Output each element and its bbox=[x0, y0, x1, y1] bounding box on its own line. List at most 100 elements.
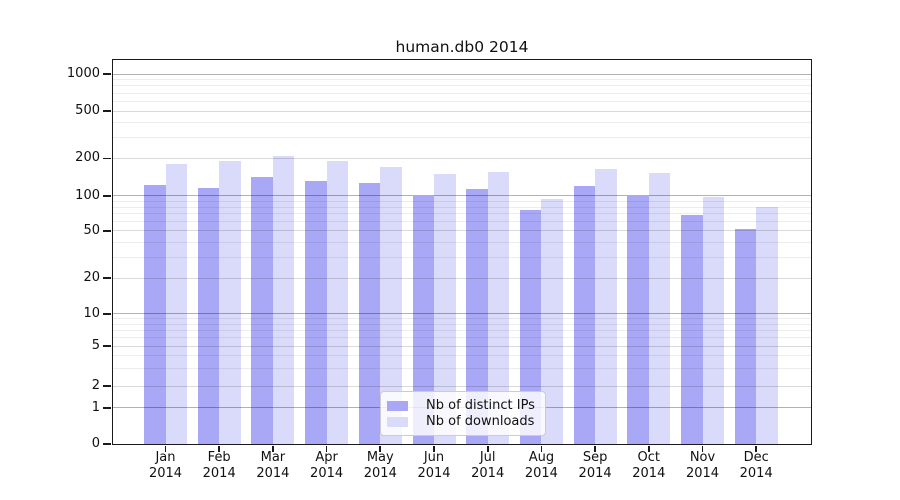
gridline-300 bbox=[113, 137, 811, 138]
x-tick-mark-jan bbox=[164, 446, 167, 452]
gridline-50 bbox=[113, 230, 811, 232]
bar-sep-downloads bbox=[595, 168, 617, 444]
gridline-3 bbox=[113, 367, 811, 369]
bar-feb-ips bbox=[197, 187, 220, 444]
x-tick-label-dec: Dec 2014 bbox=[739, 450, 773, 481]
bar-oct-ips bbox=[627, 195, 649, 444]
bar-apr-ips bbox=[305, 180, 327, 444]
y-tick-mark-500 bbox=[103, 110, 111, 112]
bar-feb-downloads bbox=[219, 161, 241, 444]
x-tick-mark-mar bbox=[272, 446, 274, 452]
bar-jul-ips bbox=[466, 189, 488, 444]
x-tick-label-nov: Nov 2014 bbox=[685, 450, 720, 481]
gridline-10 bbox=[113, 313, 811, 315]
bar-oct-downloads bbox=[648, 173, 671, 444]
y-tick-label-50: 50 bbox=[83, 222, 100, 238]
gridline-2 bbox=[113, 385, 811, 387]
x-tick-label-oct: Oct 2014 bbox=[632, 450, 666, 481]
x-tick-mark-jun bbox=[433, 446, 435, 452]
y-tick-label-2: 2 bbox=[91, 378, 100, 394]
gridline-700 bbox=[113, 92, 811, 94]
y-tick-label-1000: 1000 bbox=[66, 66, 100, 82]
gridline-500 bbox=[113, 110, 811, 112]
bar-aug-downloads bbox=[541, 199, 563, 444]
x-tick-mark-jul bbox=[486, 446, 489, 452]
bar-dec-downloads bbox=[756, 206, 778, 444]
gridline-100 bbox=[113, 195, 811, 197]
y-tick-mark-1 bbox=[103, 407, 111, 409]
y-tick-label-5: 5 bbox=[91, 338, 100, 354]
gridline-80 bbox=[113, 206, 811, 208]
legend-swatch-downloads bbox=[387, 416, 408, 427]
legend: Nb of distinct IPs Nb of downloads bbox=[380, 391, 546, 436]
plot-area: Nb of distinct IPs Nb of downloads bbox=[112, 59, 812, 445]
chart-title: human.db0 2014 bbox=[395, 38, 529, 56]
x-tick-mark-aug bbox=[540, 446, 543, 452]
x-tick-label-apr: Apr 2014 bbox=[310, 450, 344, 481]
x-tick-mark-may bbox=[379, 446, 382, 452]
x-tick-mark-feb bbox=[218, 446, 221, 452]
y-tick-mark-200 bbox=[103, 157, 111, 160]
x-tick-label-mar: Mar 2014 bbox=[256, 450, 290, 481]
x-tick-label-may: May 2014 bbox=[363, 450, 397, 481]
x-tick-label-feb: Feb 2014 bbox=[202, 450, 236, 481]
bar-jan-downloads bbox=[165, 164, 187, 444]
y-tick-label-200: 200 bbox=[75, 150, 100, 166]
gridline-70 bbox=[113, 213, 811, 215]
y-tick-label-500: 500 bbox=[75, 103, 100, 119]
x-tick-label-jan: Jan 2014 bbox=[148, 450, 183, 481]
bar-jul-downloads bbox=[487, 171, 510, 444]
y-tick-label-0: 0 bbox=[91, 436, 100, 451]
x-tick-mark-apr bbox=[325, 446, 328, 452]
bar-jun-ips bbox=[412, 195, 434, 444]
gridline-60 bbox=[113, 221, 811, 223]
x-tick-mark-dec bbox=[755, 446, 758, 452]
bar-aug-ips bbox=[519, 209, 542, 444]
gridline-400 bbox=[113, 122, 811, 124]
gridline-30 bbox=[113, 256, 811, 258]
bar-jun-downloads bbox=[434, 174, 456, 444]
bar-mar-downloads bbox=[272, 156, 295, 444]
bar-nov-ips bbox=[681, 215, 703, 444]
legend-label-ips: Nb of distinct IPs bbox=[426, 398, 535, 413]
bar-apr-downloads bbox=[326, 160, 349, 444]
y-tick-mark-5 bbox=[103, 345, 111, 347]
y-tick-label-1: 1 bbox=[91, 399, 100, 415]
gridline-4 bbox=[113, 355, 811, 357]
gridline-600 bbox=[113, 100, 811, 102]
gridline-800 bbox=[113, 85, 811, 87]
x-tick-mark-nov bbox=[701, 446, 704, 452]
legend-row-downloads: Nb of downloads bbox=[387, 414, 535, 429]
gridline-900 bbox=[113, 79, 811, 81]
legend-row-ips: Nb of distinct IPs bbox=[387, 398, 535, 413]
y-tick-label-20: 20 bbox=[83, 270, 100, 286]
x-tick-label-jun: Jun 2014 bbox=[417, 450, 451, 481]
bar-jan-ips bbox=[144, 185, 166, 444]
y-tick-mark-100 bbox=[103, 195, 111, 197]
y-tick-mark-50 bbox=[103, 230, 111, 232]
bar-may-downloads bbox=[380, 167, 402, 444]
bar-may-ips bbox=[358, 183, 381, 444]
x-tick-label-sep: Sep 2014 bbox=[578, 450, 612, 481]
bar-mar-ips bbox=[251, 176, 273, 444]
x-tick-mark-sep bbox=[594, 446, 596, 452]
y-tick-mark-1000 bbox=[103, 73, 111, 75]
gridline-5 bbox=[113, 345, 811, 347]
gridline-1000 bbox=[113, 73, 811, 75]
y-tick-label-10: 10 bbox=[83, 305, 100, 321]
legend-label-downloads: Nb of downloads bbox=[426, 414, 535, 429]
gridline-40 bbox=[113, 241, 811, 243]
gridline-20 bbox=[113, 277, 811, 279]
x-tick-mark-oct bbox=[647, 446, 650, 452]
bar-dec-ips bbox=[734, 228, 757, 444]
gridline-8 bbox=[113, 323, 811, 325]
bar-nov-downloads bbox=[702, 197, 724, 444]
gridline-9 bbox=[113, 318, 811, 320]
gridline-6 bbox=[113, 337, 811, 339]
y-tick-mark-2 bbox=[103, 385, 111, 387]
gridline-7 bbox=[113, 329, 811, 331]
gridline-90 bbox=[113, 200, 811, 202]
y-tick-label-100: 100 bbox=[75, 187, 100, 203]
y-tick-mark-10 bbox=[103, 312, 111, 315]
legend-swatch-ips bbox=[387, 400, 408, 411]
